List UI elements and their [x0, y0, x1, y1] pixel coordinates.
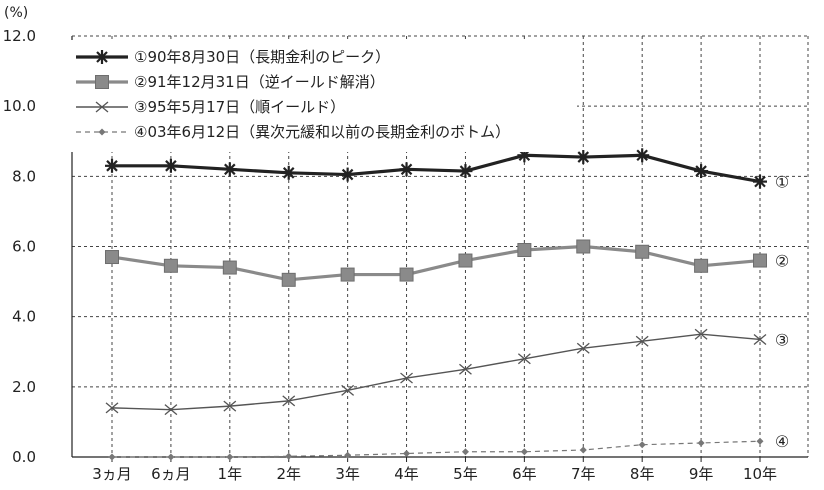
data-point — [224, 163, 236, 176]
y-tick-label: 6.0 — [12, 238, 36, 256]
legend-label: ②91年12月31日（逆イールド解消） — [134, 73, 385, 91]
series-3 — [105, 328, 767, 416]
series-end-label: ④ — [775, 432, 789, 451]
data-point — [694, 258, 709, 273]
y-tick-label: 12.0 — [3, 27, 36, 45]
legend-item: ③95年5月17日（順イールド） — [76, 98, 345, 116]
data-point — [458, 253, 473, 268]
y-tick-label: 0.0 — [12, 448, 36, 466]
data-point — [282, 167, 295, 179]
x-tick-label: 3年 — [335, 465, 360, 483]
data-point — [697, 439, 705, 447]
data-point — [281, 272, 296, 287]
series-2 — [105, 239, 767, 287]
x-tick-label: 9年 — [689, 465, 714, 483]
data-point — [400, 372, 413, 384]
data-point — [282, 395, 296, 407]
data-point — [461, 448, 469, 456]
data-point — [164, 404, 178, 416]
legend-item: ④03年6月12日（異次元緩和以前の長期金利のボトム） — [76, 123, 510, 141]
data-point — [341, 168, 354, 181]
y-tick-label: 4.0 — [12, 308, 36, 326]
legend-swatch-marker — [95, 75, 109, 89]
legend-label: ①90年8月30日（長期金利のピーク） — [134, 48, 390, 66]
data-point — [753, 253, 767, 268]
data-point — [340, 267, 355, 282]
data-point — [577, 151, 590, 163]
x-tick-label: 7年 — [571, 465, 596, 483]
data-point — [520, 448, 528, 456]
data-point — [399, 267, 414, 282]
series-end-label: ③ — [775, 330, 789, 349]
x-axis-ticks: 3ヵ月 6ヵ月 1年 2年 3年 4年 5年 6年 7年 8年 9年 10年 — [92, 465, 777, 483]
data-point — [167, 453, 175, 461]
series-group — [105, 148, 767, 461]
series-end-label: ② — [775, 252, 789, 271]
legend-item: ①90年8月30日（長期金利のピーク） — [76, 48, 390, 66]
data-point — [576, 342, 590, 354]
data-point — [165, 160, 177, 172]
series-line — [112, 440, 761, 458]
data-point — [753, 333, 767, 345]
legend: ①90年8月30日（長期金利のピーク） ②91年12月31日（逆イールド解消） ③9… — [62, 40, 577, 152]
x-tick-label: 6ヵ月 — [151, 465, 191, 483]
data-point — [694, 328, 708, 340]
data-point — [344, 451, 352, 459]
series-line — [111, 333, 761, 411]
data-point — [106, 160, 118, 172]
series-end-label: ① — [775, 173, 789, 192]
data-point — [638, 441, 646, 449]
series-line — [111, 244, 761, 282]
legend-swatch-marker — [95, 101, 109, 113]
data-point — [403, 449, 411, 457]
data-point — [754, 175, 766, 188]
x-tick-label: 3ヵ月 — [92, 465, 132, 483]
data-point — [579, 446, 587, 454]
data-point — [163, 258, 178, 273]
data-point — [636, 149, 648, 162]
x-tick-label: 6年 — [512, 465, 537, 483]
y-tick-label: 8.0 — [12, 167, 36, 185]
data-point — [105, 250, 119, 265]
data-point — [635, 244, 650, 259]
x-tick-label: 10年 — [743, 465, 777, 483]
x-tick-label: 8年 — [630, 465, 655, 483]
y-axis-unit: (%) — [4, 5, 28, 21]
x-tick-label: 4年 — [394, 465, 419, 483]
data-point — [222, 260, 237, 275]
data-point — [223, 400, 237, 412]
data-point — [341, 384, 355, 396]
legend-label: ④03年6月12日（異次元緩和以前の長期金利のボトム） — [134, 123, 510, 141]
data-point — [226, 453, 234, 461]
data-point — [105, 402, 119, 414]
data-point — [517, 243, 532, 258]
data-point — [285, 452, 293, 460]
data-point — [400, 163, 413, 176]
data-point — [459, 165, 472, 177]
data-point — [459, 363, 472, 375]
x-tick-label: 1年 — [218, 465, 243, 483]
data-point — [635, 335, 649, 347]
x-tick-label: 2年 — [276, 465, 301, 483]
legend-label: ③95年5月17日（順イールド） — [134, 98, 345, 116]
series-1 — [105, 148, 767, 189]
legend-item: ②91年12月31日（逆イールド解消） — [76, 73, 385, 91]
y-axis-ticks: 0.0 2.0 4.0 6.0 8.0 10.0 12.0 — [3, 27, 36, 466]
data-point — [576, 239, 591, 254]
series-line — [112, 153, 761, 184]
legend-swatch-marker — [98, 128, 106, 136]
data-point — [756, 437, 764, 445]
x-tick-label: 5年 — [453, 465, 478, 483]
y-tick-label: 2.0 — [12, 378, 36, 396]
data-point — [517, 353, 531, 365]
data-point — [695, 165, 707, 177]
legend-background — [62, 40, 577, 152]
data-point — [108, 453, 116, 461]
series-end-labels: ① ② ③ ④ — [775, 173, 789, 452]
legend-swatch-marker — [96, 51, 108, 63]
y-tick-label: 10.0 — [3, 97, 36, 115]
series-4 — [108, 437, 764, 461]
